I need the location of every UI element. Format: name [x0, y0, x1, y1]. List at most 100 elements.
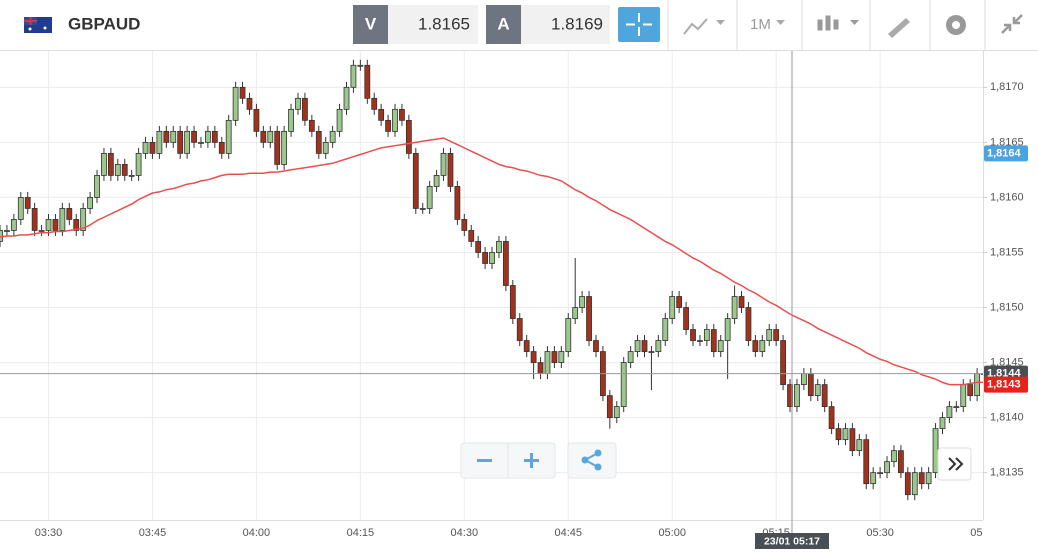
scroll-latest-button[interactable] [937, 447, 972, 481]
candle-body [849, 428, 856, 452]
candle-body [648, 351, 655, 353]
chart-type-button[interactable] [817, 15, 859, 31]
candle-body [551, 351, 558, 363]
candle-body [821, 384, 828, 408]
candle-body [697, 340, 703, 342]
candle-body [399, 108, 405, 121]
candle-body [412, 152, 419, 209]
candle-body [329, 130, 336, 143]
candle-body [502, 241, 509, 286]
candle-body [710, 329, 717, 352]
candle-body [537, 362, 544, 374]
candle-body [302, 97, 308, 121]
candle-body [38, 230, 45, 232]
candle-body [911, 472, 918, 496]
ask-box [521, 5, 610, 44]
crosshair-time-tag [755, 533, 829, 549]
candle-body [350, 64, 357, 88]
candle-body [586, 296, 592, 341]
candle-body [516, 318, 523, 341]
plot-area: 03:30 03:45 04:00 04:15 04:30 04:45 05:00 05:15… [0, 51, 998, 549]
price-tag [984, 145, 1028, 162]
x-tick-label: 04:00 [243, 527, 271, 539]
candle-body [0, 230, 3, 242]
bid-price: 1.8165 [418, 14, 470, 33]
candle-body [773, 329, 780, 341]
indicators-button[interactable] [683, 18, 725, 35]
candle-body [94, 175, 100, 198]
candle-body [523, 340, 530, 352]
candle-body [385, 119, 391, 132]
price-tag-label: 1,8143 [987, 378, 1021, 390]
candle-body [260, 130, 267, 143]
candle-body [835, 428, 842, 441]
price-tag [984, 376, 1028, 393]
y-tick-label: 1,8140 [990, 412, 1024, 424]
candle-body [891, 450, 897, 463]
candle-body [135, 152, 142, 176]
crosshair-time: 23/01 05:17 [764, 535, 820, 547]
candle-body [10, 219, 17, 231]
candle-body [322, 141, 329, 154]
x-tick-label: 04:15 [347, 527, 375, 539]
crosshair-button[interactable] [618, 7, 660, 42]
candle-body [641, 340, 648, 352]
zoom-in[interactable] [524, 453, 539, 468]
candle-body [308, 119, 315, 132]
candle-body [627, 351, 634, 363]
candle-body [918, 472, 925, 485]
zoom-controls [460, 442, 617, 479]
candle-body [676, 296, 683, 308]
candle-body [558, 351, 565, 363]
bid-button[interactable] [353, 5, 388, 44]
candle-body [191, 130, 197, 143]
candle-body [967, 384, 974, 396]
settings-button[interactable] [946, 15, 966, 35]
y-tick-label: 1,8135 [990, 467, 1024, 479]
candle-body [343, 86, 350, 110]
candle-body [974, 373, 981, 396]
price-tag-label: 1,8144 [987, 367, 1022, 379]
y-tick-label: 1,8160 [990, 191, 1024, 203]
candle-body [114, 163, 121, 176]
candle-body [170, 130, 177, 143]
share-button[interactable] [567, 442, 617, 479]
candle-body [80, 208, 87, 231]
candle-body [440, 152, 447, 176]
candle-body [315, 130, 322, 154]
candle-body [336, 108, 343, 132]
candle-body [59, 208, 66, 231]
candle-body [960, 384, 967, 408]
candle-body [405, 119, 412, 154]
candle-body [107, 152, 114, 176]
ask-button[interactable] [486, 5, 521, 44]
candle-body [482, 252, 489, 264]
x-tick-label: 05:45 [970, 527, 998, 539]
candle-body [184, 130, 191, 154]
y-tick-label: 1,8150 [990, 301, 1024, 313]
candle-body [766, 329, 773, 341]
candle-body [620, 362, 627, 408]
ask-price: 1.8169 [551, 14, 603, 33]
x-tick-label: 03:30 [35, 527, 63, 539]
candle-body [579, 296, 586, 308]
candle-body [731, 296, 738, 319]
ask-label: A [497, 14, 509, 33]
candle-body [634, 340, 641, 352]
candle-body [544, 351, 551, 374]
candle-body [419, 208, 426, 210]
candle-body [717, 340, 724, 352]
candle-body [392, 108, 398, 132]
candle-body [703, 329, 710, 341]
collapse-button[interactable] [1001, 14, 1023, 34]
x-tick-label: 03:45 [139, 527, 167, 539]
candle-body [281, 130, 288, 165]
candle-body [163, 130, 170, 143]
drawing-button[interactable] [888, 18, 910, 38]
candle-body [842, 428, 849, 441]
candle-body [814, 384, 821, 396]
candle-body [489, 252, 495, 264]
candle-body [953, 406, 960, 409]
candle-body [530, 351, 537, 363]
timeframe[interactable]: 1M [750, 16, 771, 33]
